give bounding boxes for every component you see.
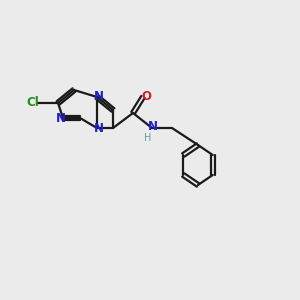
Text: H: H: [144, 133, 152, 143]
Text: Cl: Cl: [27, 97, 39, 110]
Text: N: N: [94, 89, 104, 103]
Text: O: O: [141, 91, 151, 103]
Text: N: N: [94, 122, 104, 136]
Text: N: N: [56, 112, 66, 125]
Text: N: N: [148, 121, 158, 134]
